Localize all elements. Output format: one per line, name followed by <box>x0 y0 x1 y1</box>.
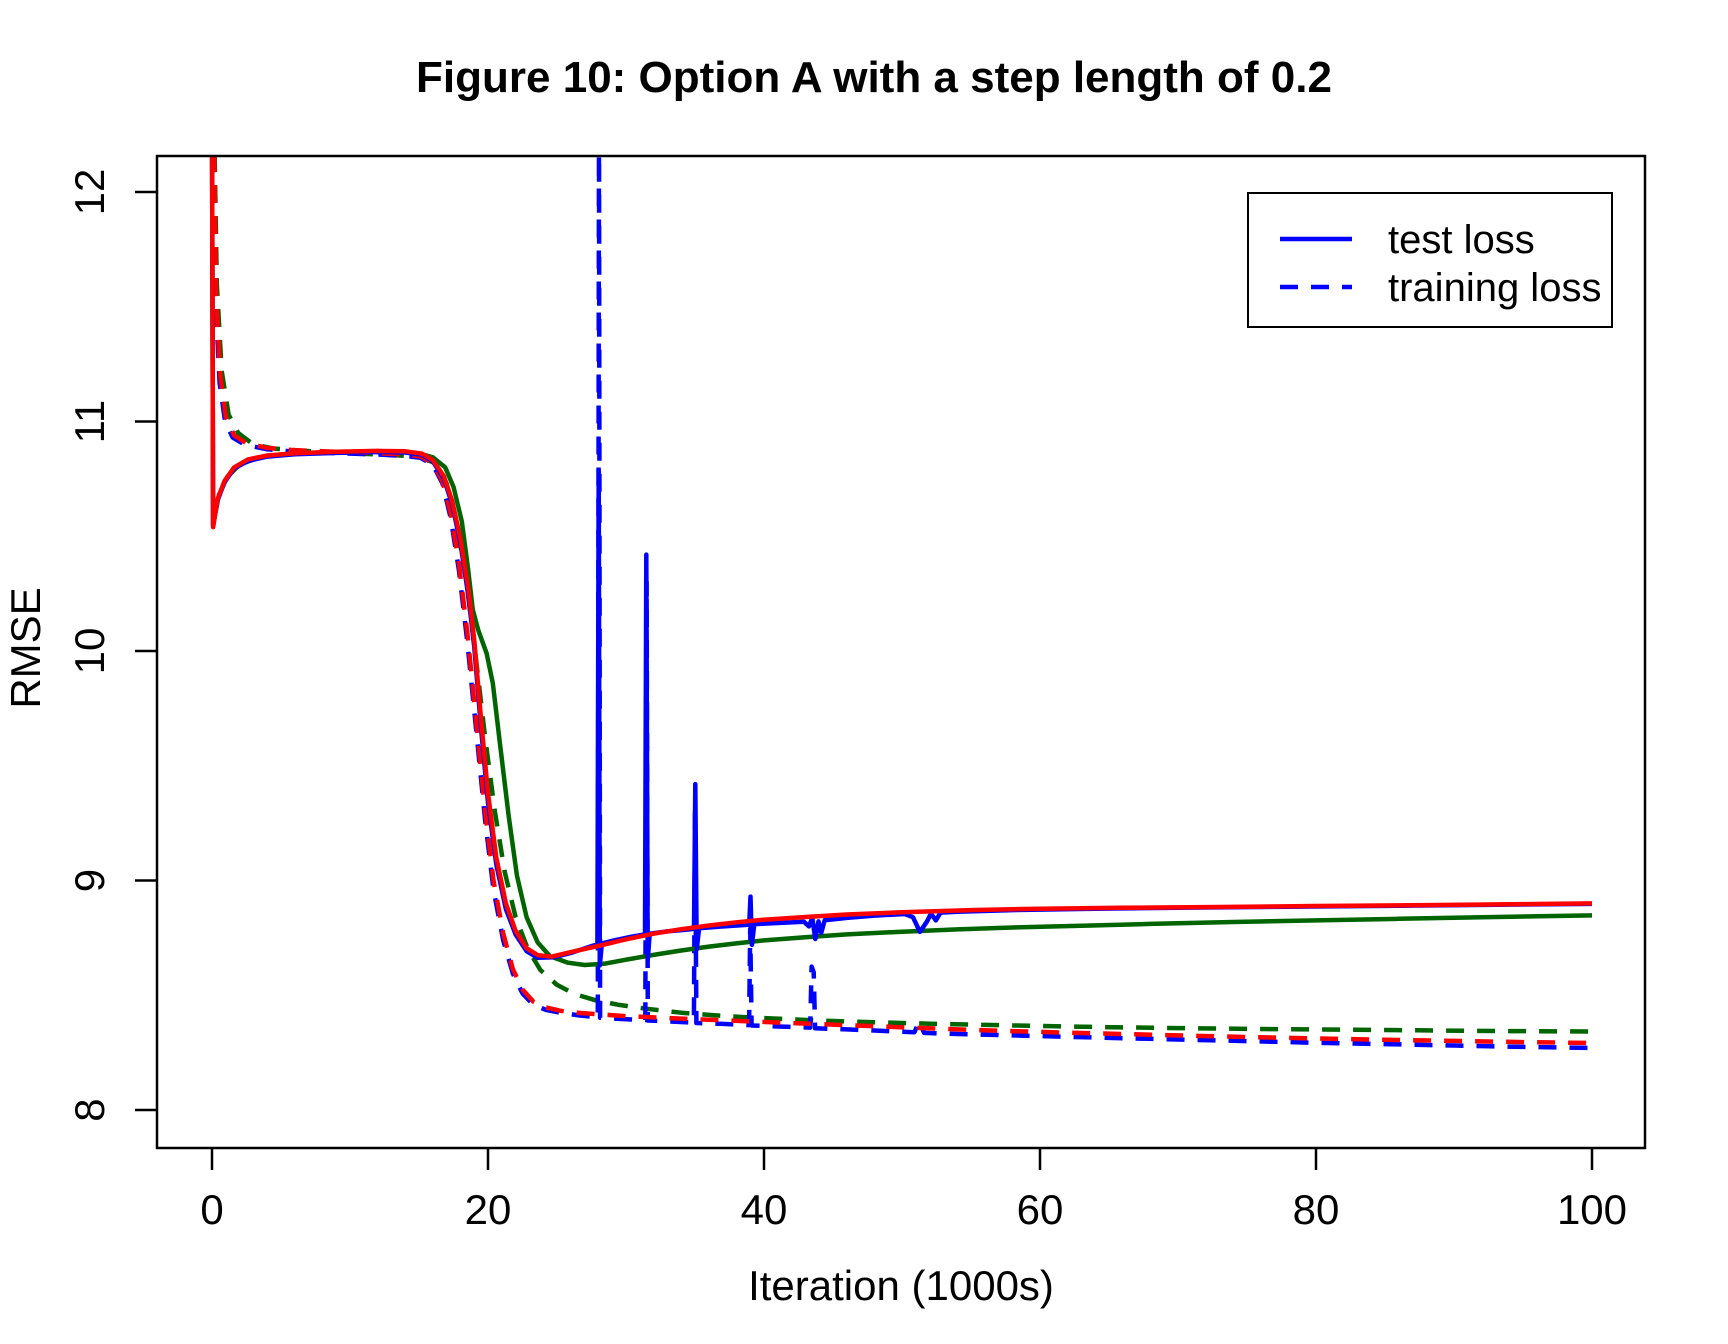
x-tick-label-40: 40 <box>741 1186 788 1233</box>
series-layer <box>209 156 1593 1051</box>
y-tick-label-10: 10 <box>66 628 113 675</box>
x-tick-label-20: 20 <box>465 1186 512 1233</box>
x-tick-label-80: 80 <box>1293 1186 1340 1233</box>
y-axis-title: RMSE <box>2 587 49 708</box>
x-axis-title: Iteration (1000s) <box>748 1262 1054 1309</box>
y-tick-label-9: 9 <box>66 869 113 892</box>
legend: test loss training loss <box>1247 192 1613 328</box>
series-training-loss-blue-run- <box>211 156 1593 1051</box>
legend-label-training-loss: training loss <box>1388 266 1601 310</box>
legend-label-test-loss: test loss <box>1388 218 1535 262</box>
legend-box <box>1247 192 1613 328</box>
x-tick-label-100: 100 <box>1557 1186 1627 1233</box>
chart-title: Figure 10: Option A with a step length o… <box>416 53 1332 102</box>
y-tick-label-11: 11 <box>66 400 113 444</box>
y-tick-label-8: 8 <box>66 1098 113 1121</box>
x-tick-label-60: 60 <box>1017 1186 1064 1233</box>
series-test-loss-red-run- <box>209 156 1593 959</box>
y-tick-label-12: 12 <box>66 169 113 216</box>
axis-layer: 0 20 40 60 80 100 8 9 10 11 12 <box>66 169 1627 1233</box>
x-tick-label-0: 0 <box>200 1186 223 1233</box>
plot-border <box>155 154 1647 1150</box>
